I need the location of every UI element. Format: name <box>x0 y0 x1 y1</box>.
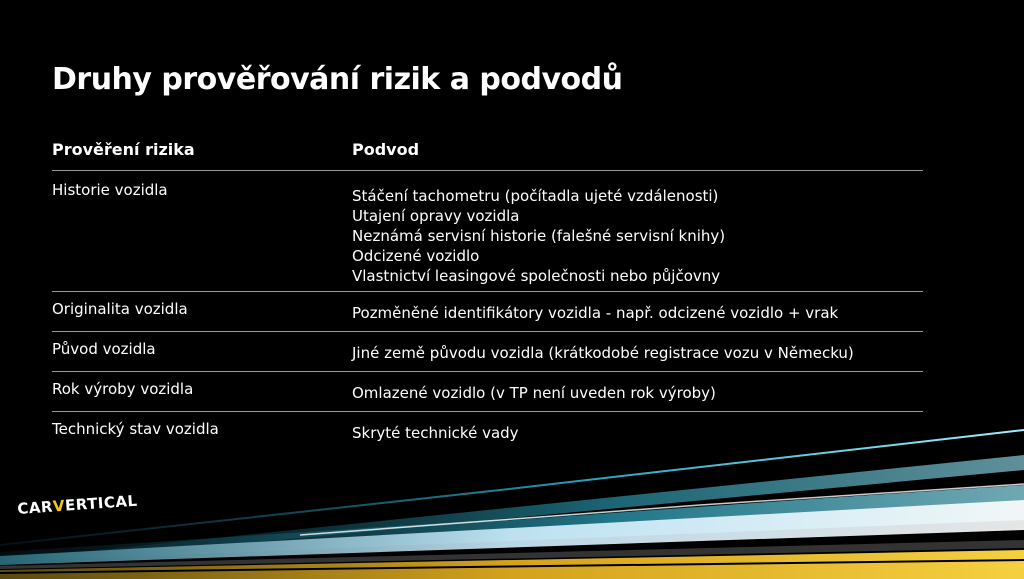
table-row: Originalita vozidla Pozměněné identifiká… <box>52 292 923 332</box>
fraud-cell: Omlazené vozidlo (v TP není uveden rok v… <box>352 384 716 402</box>
risk-cell: Technický stav vozidla <box>52 420 219 438</box>
fraud-item: Utajení opravy vozidla <box>352 207 520 225</box>
table-row: Rok výroby vozidla Omlazené vozidlo (v T… <box>52 372 923 412</box>
risk-cell: Původ vozidla <box>52 340 156 358</box>
risk-cell: Originalita vozidla <box>52 300 188 318</box>
fraud-cell: Stáčení tachometru (počítadla ujeté vzdá… <box>352 181 923 291</box>
fraud-item: Stáčení tachometru (počítadla ujeté vzdá… <box>352 187 719 205</box>
table-header: Prověření rizika Podvod <box>52 140 923 171</box>
risk-fraud-table: Prověření rizika Podvod Historie vozidla… <box>52 140 923 452</box>
logo-text: CAR <box>16 497 54 518</box>
risk-cell: Historie vozidla <box>52 181 168 199</box>
table-row: Historie vozidla Stáčení tachometru (poč… <box>52 171 923 292</box>
slide-title: Druhy prověřování rizik a podvodů <box>52 62 623 97</box>
header-fraud: Podvod <box>352 140 420 159</box>
table-row: Technický stav vozidla Skryté technické … <box>52 412 923 452</box>
fraud-item: Vlastnictví leasingové společnosti nebo … <box>352 267 721 285</box>
fraud-item: Neznámá servisní historie (falešné servi… <box>352 227 726 245</box>
table-row: Původ vozidla Jiné země původu vozidla (… <box>52 332 923 372</box>
fraud-cell: Skryté technické vady <box>352 424 519 442</box>
fraud-item: Odcizené vozidlo <box>352 247 480 265</box>
fraud-cell: Jiné země původu vozidla (krátkodobé reg… <box>352 344 854 362</box>
risk-cell: Rok výroby vozidla <box>52 380 194 398</box>
header-risk: Prověření rizika <box>52 140 195 159</box>
fraud-cell: Pozměněné identifikátory vozidla - např.… <box>352 304 839 322</box>
